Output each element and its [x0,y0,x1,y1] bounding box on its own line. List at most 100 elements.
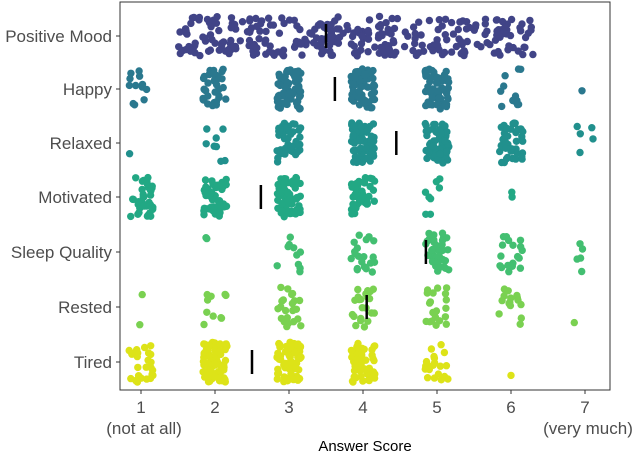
data-point-positive-mood [460,47,468,55]
data-point-happy [440,101,449,109]
data-point-positive-mood [252,14,260,23]
data-point-sleep-quality [513,252,522,261]
x-endpoint-high-label: (very much) [543,419,633,438]
data-point-positive-mood [320,47,328,55]
data-point-rested [370,309,378,317]
data-point-positive-mood [326,36,335,45]
data-point-tired [422,357,431,366]
data-point-rested [288,290,296,299]
data-point-relaxed [355,137,364,145]
data-point-positive-mood [457,37,465,46]
data-point-tired [202,359,210,367]
data-point-rested [136,321,144,329]
data-point-tired [436,362,445,370]
data-point-tired [351,360,360,368]
data-point-happy [215,93,223,102]
data-point-sleep-quality [369,253,377,261]
data-point-sleep-quality [284,242,292,251]
data-point-rested [277,303,285,311]
data-point-motivated [278,207,286,215]
x-axis-labels: 1 2 3 4 5 6 7 [136,398,589,417]
data-point-motivated [359,192,367,200]
data-point-motivated [432,178,441,186]
data-point-positive-mood [344,25,352,34]
data-point-positive-mood [507,15,516,24]
data-point-positive-mood [230,42,238,51]
data-point-relaxed [202,140,210,148]
data-point-rested [288,299,297,308]
data-point-rested [495,310,503,318]
data-point-happy [443,93,452,102]
data-point-sleep-quality [508,262,516,270]
data-point-positive-mood [327,51,335,59]
data-point-positive-mood [264,14,273,22]
data-point-happy [127,69,135,78]
data-point-rested [442,320,450,328]
data-point-relaxed [437,129,445,138]
data-point-happy [279,89,288,97]
data-point-tired [276,343,284,351]
data-point-happy [434,87,442,95]
data-point-sleep-quality [509,241,517,249]
data-point-positive-mood [334,13,342,21]
data-point-sleep-quality [516,264,525,272]
data-point-happy [368,104,376,112]
data-point-positive-mood [365,16,374,24]
data-point-positive-mood [350,42,358,50]
data-point-motivated [216,209,224,217]
data-point-rested [442,304,450,312]
data-point-happy [283,97,291,105]
data-point-happy [578,87,586,95]
y-label-tired: Tired [74,353,112,372]
data-point-happy [349,79,357,88]
data-point-happy [368,95,377,104]
data-point-happy [425,100,434,109]
data-point-tired [442,362,451,370]
data-point-relaxed [203,125,211,133]
data-point-relaxed [441,137,449,145]
data-point-happy [294,67,302,75]
data-point-tired [429,361,437,369]
data-point-rested [297,322,305,330]
data-point-tired [222,340,230,348]
data-point-positive-mood [493,16,501,24]
data-point-motivated [422,210,430,218]
x-axis-ticks [140,390,586,394]
data-point-happy [354,67,362,76]
data-point-happy [430,68,438,76]
data-point-rested [284,319,292,328]
data-point-relaxed [573,122,581,131]
data-point-positive-mood [204,47,213,55]
x-tick-label-4: 4 [358,398,367,417]
data-point-rested [366,287,374,296]
data-point-relaxed [502,144,510,152]
data-point-rested [283,314,291,322]
data-point-sleep-quality [355,231,363,239]
data-point-sleep-quality [350,238,358,246]
data-point-positive-mood [364,48,372,56]
data-point-happy [140,96,148,104]
data-point-positive-mood [404,32,412,40]
data-point-tired [204,341,213,349]
data-point-happy [370,81,378,89]
y-label-sleep-quality: Sleep Quality [11,243,113,262]
data-point-relaxed [429,142,438,150]
data-point-positive-mood [389,37,397,45]
data-point-positive-mood [441,15,450,23]
data-point-happy [125,81,134,90]
y-axis-ticks [116,35,120,363]
data-point-sleep-quality [436,263,445,271]
data-point-sleep-quality [286,233,294,241]
data-point-rested [423,289,431,297]
data-point-relaxed [514,125,522,133]
data-point-relaxed [502,155,511,163]
data-point-relaxed [502,139,510,147]
data-point-relaxed [125,150,134,158]
data-point-motivated [132,174,140,182]
data-point-positive-mood [353,52,361,60]
data-point-rested [505,299,513,308]
data-point-positive-mood [187,19,195,28]
data-point-positive-mood [417,31,425,39]
data-point-rested [425,299,434,307]
data-point-tired [286,358,294,366]
